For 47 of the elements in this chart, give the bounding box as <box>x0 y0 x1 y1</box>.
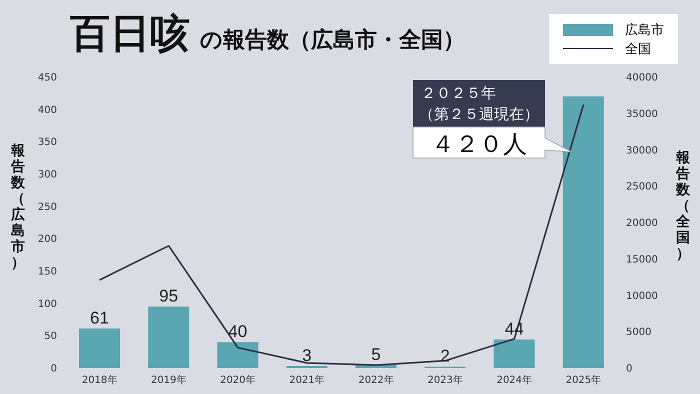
legend-label: 全国 <box>625 40 651 58</box>
y-tick-label: 400 <box>38 104 57 116</box>
y-axis-title: 報告数（広島市） <box>10 143 26 271</box>
y2-tick-label: 40000 <box>626 72 658 84</box>
y-tick-label: 300 <box>38 170 57 181</box>
y-tick-label: 100 <box>38 298 57 310</box>
y2-tick-label: 25000 <box>626 182 658 193</box>
bar <box>494 340 535 368</box>
y2-tick-label: 10000 <box>626 290 658 302</box>
y-tick-label: 250 <box>38 202 57 213</box>
x-tick-label: 2025年 <box>566 374 602 386</box>
data-label: 3 <box>302 346 312 366</box>
x-tick-label: 2018年 <box>82 374 118 386</box>
y2-axis-title: 報告数（全国） <box>675 150 691 262</box>
y2-tick-label: 30000 <box>626 145 658 156</box>
data-label: 95 <box>159 286 178 306</box>
y2-tick-label: 15000 <box>626 254 658 266</box>
y2-tick-label: 20000 <box>626 218 658 230</box>
x-tick-label: 2024年 <box>496 374 532 386</box>
bar <box>217 342 258 368</box>
x-tick-label: 2023年 <box>427 374 463 386</box>
chart-subtitle: の報告数（広島市・全国） <box>200 28 465 53</box>
bar <box>79 328 120 368</box>
data-label: 40 <box>228 322 248 342</box>
chart-title: 百日咳 <box>70 11 190 57</box>
y-tick-label: 0 <box>50 364 57 375</box>
x-tick-label: 2020年 <box>220 374 256 386</box>
y-tick-label: 200 <box>38 234 57 246</box>
y-tick-label: 150 <box>38 266 57 278</box>
y2-tick-label: 0 <box>626 364 632 375</box>
x-tick-label: 2022年 <box>358 374 394 386</box>
legend-label: 広島市 <box>625 22 664 38</box>
y-tick-label: 450 <box>38 72 57 84</box>
y-tick-label: 350 <box>38 137 57 148</box>
data-label: 61 <box>90 308 109 328</box>
annotation: （第２５週現在） <box>419 105 539 123</box>
bar <box>148 306 190 368</box>
annotation: ４２０人 <box>431 130 527 158</box>
x-tick-label: 2021年 <box>289 374 325 386</box>
y-tick-label: 50 <box>44 331 57 342</box>
annotation: ２０２５年 <box>421 84 496 102</box>
bar <box>562 96 604 368</box>
callout: ２０２５年 （第２５週現在） ４２０人 <box>412 80 572 158</box>
y2-tick-label: 5000 <box>626 327 652 338</box>
y2-tick-label: 35000 <box>626 108 658 120</box>
x-tick-label: 2019年 <box>150 374 186 386</box>
data-label: 5 <box>371 344 381 364</box>
